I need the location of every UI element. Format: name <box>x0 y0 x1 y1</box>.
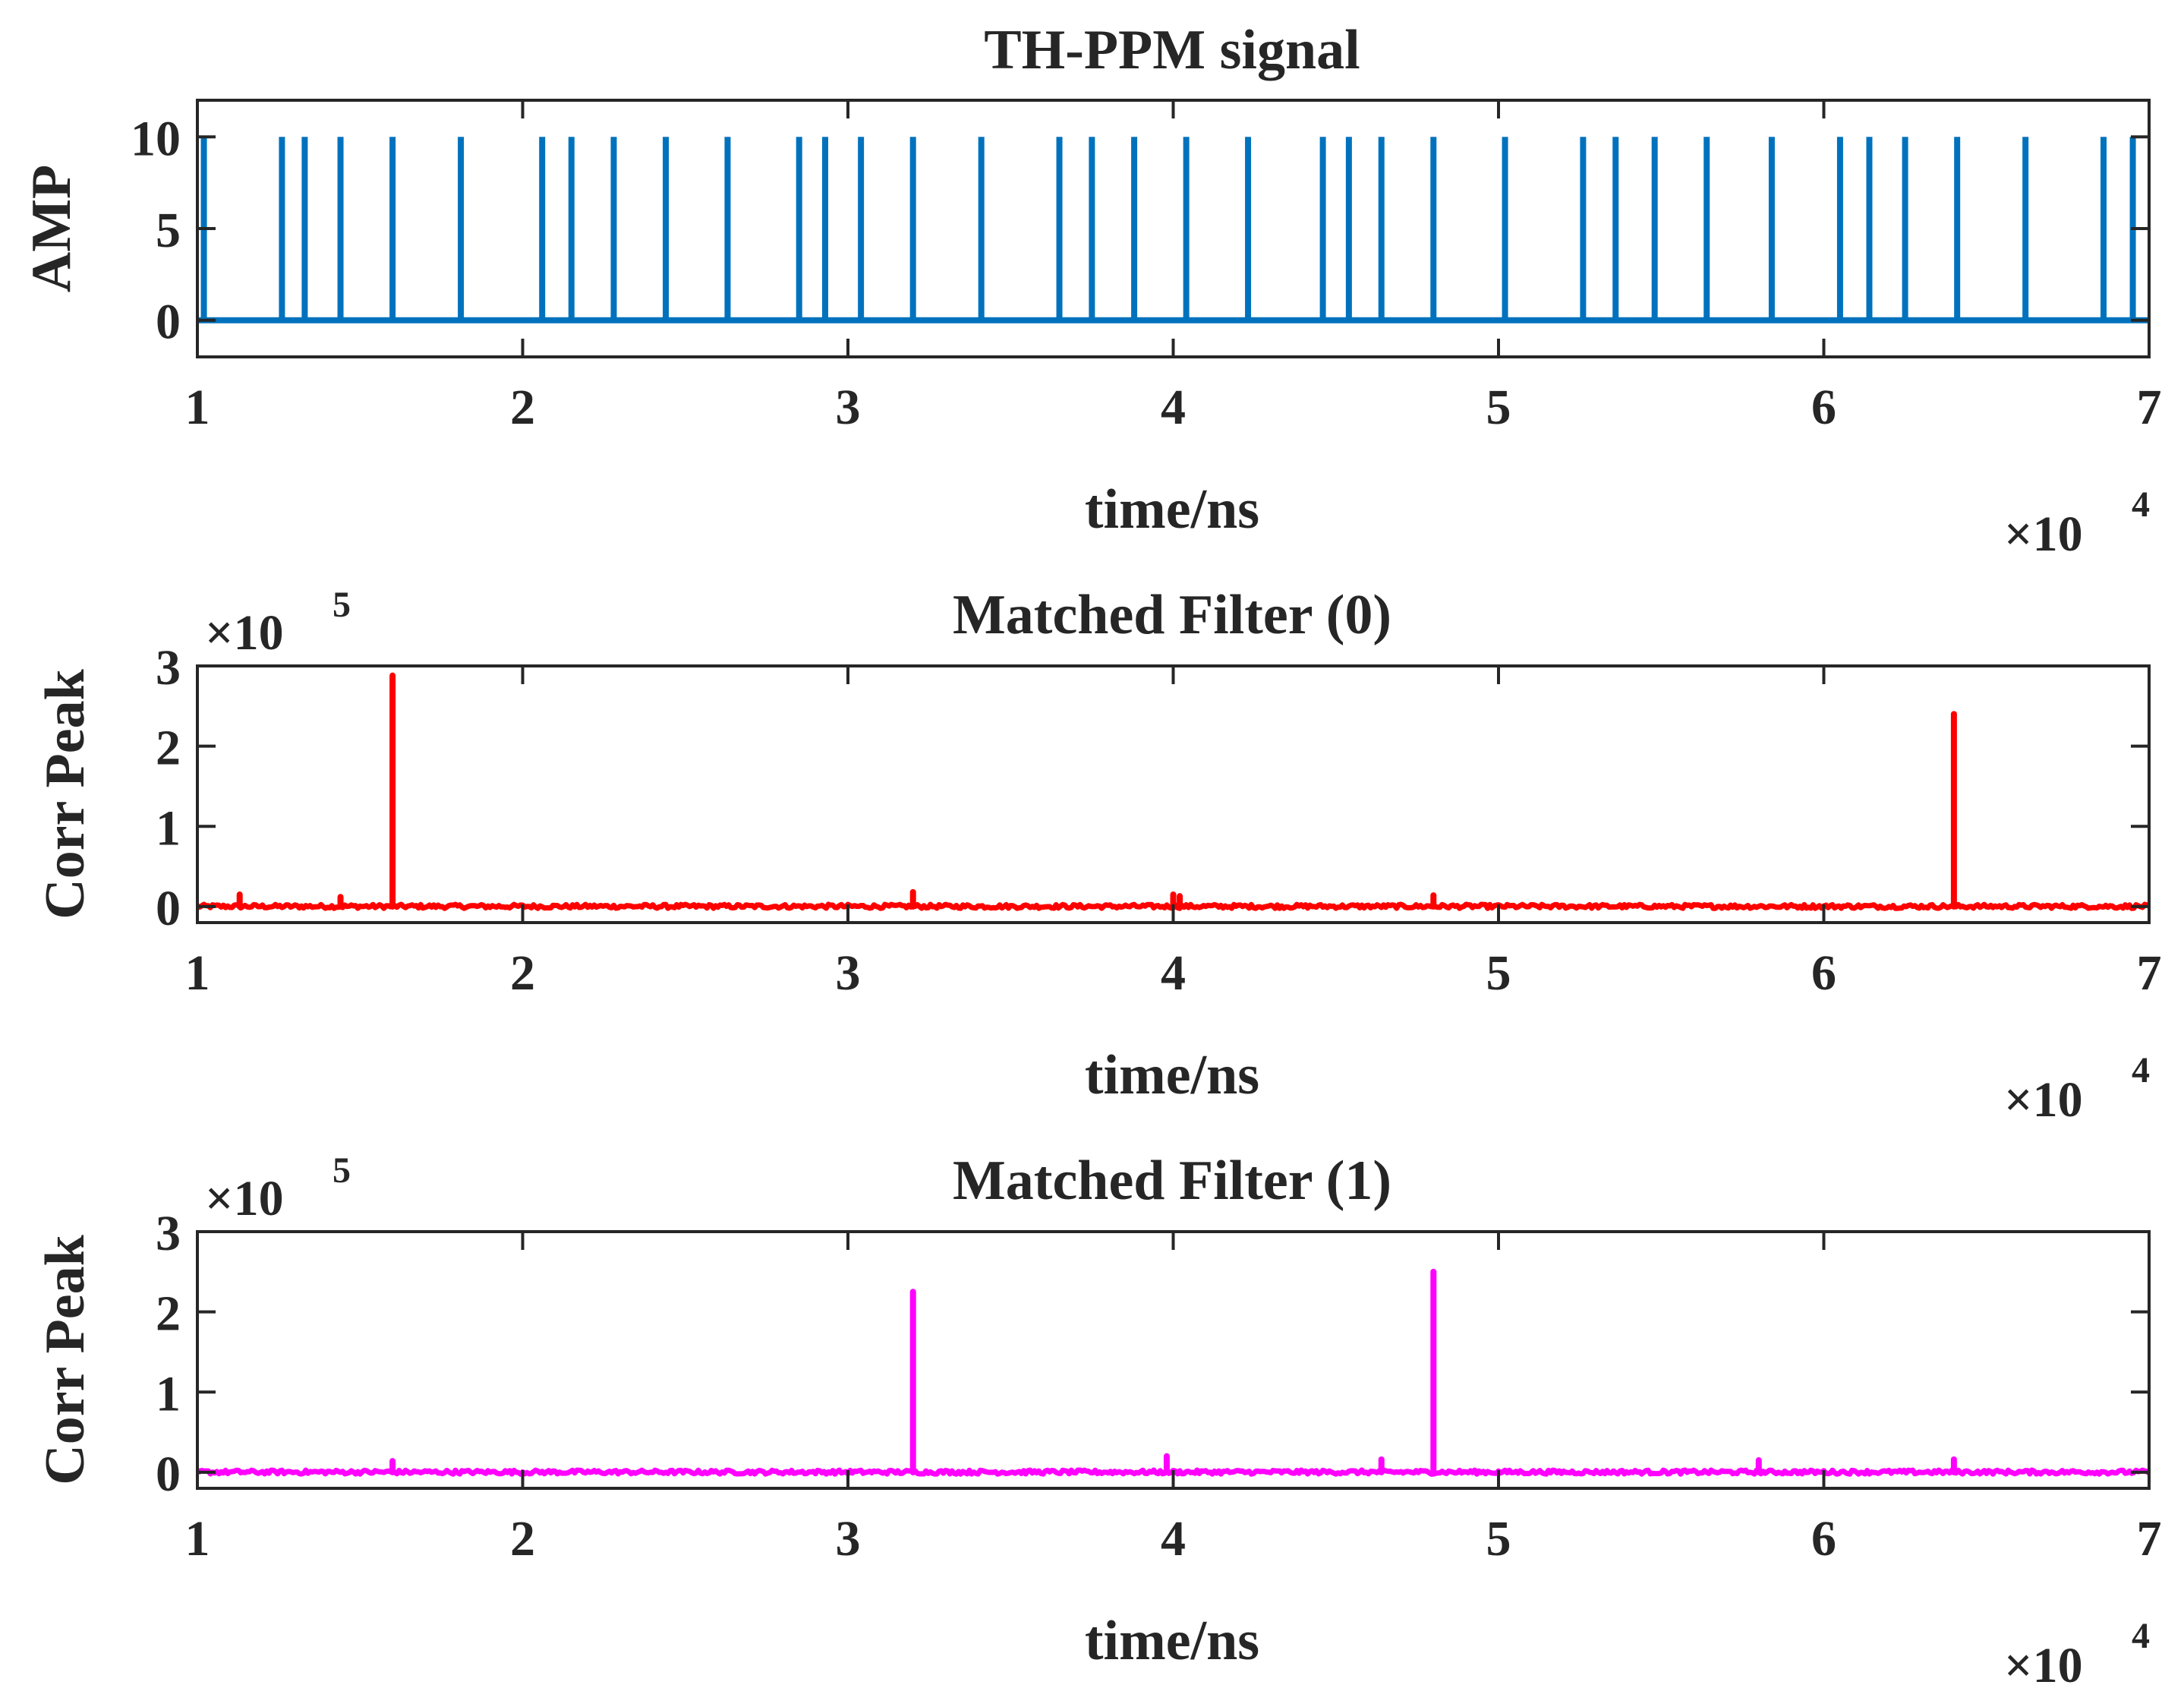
y-tick-label: 10 <box>131 111 181 166</box>
x-axis-label: time/ns <box>1085 1044 1259 1106</box>
x-tick-label: 1 <box>185 1511 210 1567</box>
y-tick-label: 0 <box>156 1447 181 1502</box>
x-exponent-base: ×10 <box>2004 1638 2083 1693</box>
x-tick-label: 3 <box>836 945 861 1001</box>
y-exponent-base: ×10 <box>205 1171 284 1226</box>
x-tick-label: 5 <box>1486 1511 1511 1567</box>
y-tick-label: 2 <box>156 721 181 776</box>
x-tick-label: 6 <box>1811 380 1836 435</box>
y-exponent: ×10 5 <box>205 585 351 661</box>
x-exponent-base: ×10 <box>2004 506 2083 562</box>
x-tick-label: 6 <box>1811 945 1836 1001</box>
panel-title: TH-PPM signal <box>984 19 1360 81</box>
x-exponent: ×10 4 <box>2004 1050 2150 1128</box>
plot-area <box>197 137 2149 323</box>
y-tick-label: 2 <box>156 1286 181 1342</box>
y-exponent-power: 5 <box>332 1150 351 1191</box>
x-tick-label: 3 <box>836 380 861 435</box>
y-axis: 0 1 2 3 <box>156 1206 2149 1502</box>
x-axis-label: time/ns <box>1085 1610 1259 1672</box>
y-tick-label: 0 <box>156 881 181 936</box>
x-tick-label: 7 <box>2137 1511 2162 1567</box>
y-tick-label: 5 <box>156 203 181 258</box>
x-tick-label: 3 <box>836 1511 861 1567</box>
y-exponent: ×10 5 <box>205 1150 351 1226</box>
x-exponent: ×10 4 <box>2004 484 2150 562</box>
y-axis-label: AMP <box>20 165 83 293</box>
y-exponent-base: ×10 <box>205 605 284 661</box>
y-tick-label: 1 <box>156 1366 181 1421</box>
x-exponent-power: 4 <box>2132 1050 2150 1090</box>
panel-title: Matched Filter (1) <box>953 1150 1391 1212</box>
x-exponent-power: 4 <box>2132 1616 2150 1656</box>
y-axis: 0 5 10 <box>131 111 2149 350</box>
x-axis: 1 2 3 4 5 6 7 <box>185 666 2162 1001</box>
y-axis-label: Corr Peak <box>34 1234 96 1485</box>
y-tick-label: 3 <box>156 1206 181 1261</box>
x-axis-label: time/ns <box>1085 478 1259 541</box>
x-tick-label: 1 <box>185 945 210 1001</box>
y-axis: 0 1 2 3 <box>156 640 2149 936</box>
x-tick-label: 4 <box>1161 945 1186 1001</box>
x-tick-label: 4 <box>1161 380 1186 435</box>
x-exponent: ×10 4 <box>2004 1616 2150 1693</box>
x-tick-label: 6 <box>1811 1511 1836 1567</box>
y-tick-label: 3 <box>156 640 181 696</box>
x-tick-label: 5 <box>1486 380 1511 435</box>
x-exponent-power: 4 <box>2132 484 2150 525</box>
x-axis: 1 2 3 4 5 6 7 <box>185 1232 2162 1567</box>
x-tick-label: 5 <box>1486 945 1511 1001</box>
x-tick-label: 2 <box>510 1511 535 1567</box>
x-tick-label: 7 <box>2137 380 2162 435</box>
x-tick-label: 4 <box>1161 1511 1186 1567</box>
y-exponent-power: 5 <box>332 585 351 625</box>
y-axis-label: Corr Peak <box>34 668 96 919</box>
panel-th-ppm-signal: TH-PPM signal 1 2 3 4 5 6 7 0 5 10 time/ns AMP ×… <box>20 19 2162 562</box>
x-tick-label: 1 <box>185 380 210 435</box>
x-tick-label: 2 <box>510 945 535 1001</box>
x-tick-label: 7 <box>2137 945 2162 1001</box>
x-axis: 1 2 3 4 5 6 7 <box>185 100 2162 435</box>
y-tick-label: 0 <box>156 295 181 350</box>
x-tick-label: 2 <box>510 380 535 435</box>
x-exponent-base: ×10 <box>2004 1072 2083 1128</box>
y-tick-label: 1 <box>156 800 181 856</box>
panel-title: Matched Filter (0) <box>953 584 1391 646</box>
